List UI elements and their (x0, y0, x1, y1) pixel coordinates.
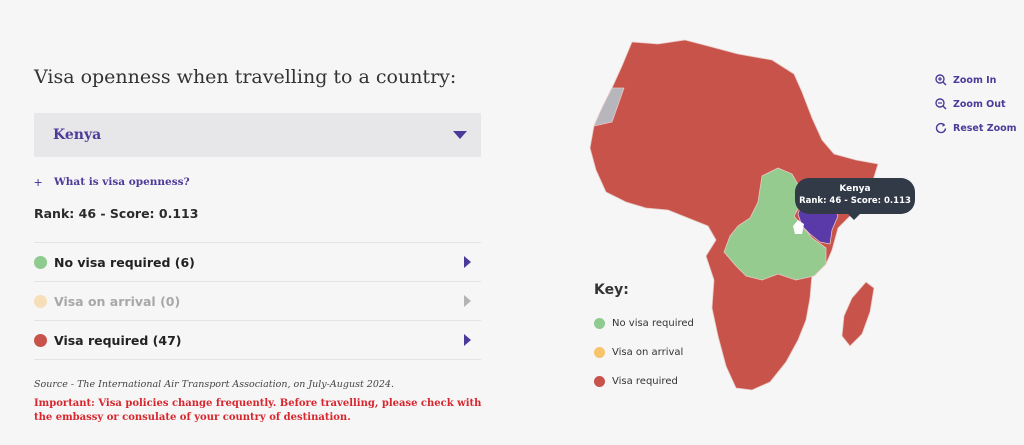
key-title: Key: (594, 282, 629, 298)
key-item-on-arrival: Visa on arrival (594, 338, 694, 367)
africa-map[interactable] (540, 30, 890, 400)
key-item-visa-required: Visa required (594, 367, 694, 396)
reset-zoom-label: Reset Zoom (953, 122, 1017, 134)
key-item-no-visa: No visa required (594, 309, 694, 338)
zoom-out-label: Zoom Out (953, 98, 1006, 110)
red-dot-icon (34, 333, 47, 347)
tooltip-rank: Rank: 46 - Score: 0.113 (799, 196, 911, 206)
refresh-icon (935, 122, 947, 134)
panel-title: Visa openness when travelling to a count… (34, 66, 457, 88)
chevron-right-icon (464, 295, 471, 307)
visa-openness-help-link[interactable]: + What is visa openness? (34, 175, 190, 189)
map-region-visa-required[interactable] (589, 39, 879, 391)
row-no-visa-required[interactable]: No visa required (6) (34, 243, 481, 282)
zoom-in-icon (935, 74, 947, 86)
plus-icon: + (34, 174, 43, 190)
reset-zoom-button[interactable]: Reset Zoom (935, 116, 1017, 140)
important-warning: Important: Visa policies change frequent… (34, 398, 482, 423)
help-link-text: What is visa openness? (54, 176, 190, 188)
row-label: Visa on arrival (0) (54, 293, 181, 309)
green-dot-icon (34, 255, 47, 269)
zoom-in-button[interactable]: Zoom In (935, 68, 1017, 92)
zoom-controls: Zoom In Zoom Out Reset Zoom (935, 68, 1017, 140)
red-dot-icon (594, 376, 605, 387)
zoom-out-icon (935, 98, 947, 110)
map-key: Key: No visa required Visa on arrival Vi… (594, 282, 694, 396)
selected-country: Kenya (53, 127, 102, 143)
rank-score: Rank: 46 - Score: 0.113 (34, 206, 199, 221)
row-visa-required[interactable]: Visa required (47) (34, 321, 481, 360)
visa-category-list: No visa required (6) Visa on arrival (0)… (34, 242, 481, 360)
map-region-western-sahara[interactable] (593, 87, 625, 127)
chevron-right-icon (464, 256, 471, 268)
map-lake (793, 220, 804, 234)
zoom-in-label: Zoom In (953, 74, 997, 86)
row-label: Visa required (47) (54, 332, 182, 348)
row-label: No visa required (6) (54, 254, 195, 270)
green-dot-icon (594, 318, 605, 329)
chevron-right-icon (464, 334, 471, 346)
key-label: Visa on arrival (612, 347, 684, 358)
key-label: No visa required (612, 318, 694, 329)
yellow-dot-icon (34, 294, 47, 308)
caret-down-icon (453, 131, 467, 139)
row-visa-on-arrival[interactable]: Visa on arrival (0) (34, 282, 481, 321)
map-tooltip: Kenya Rank: 46 - Score: 0.113 (795, 178, 915, 220)
source-note: Source - The International Air Transport… (34, 379, 394, 390)
yellow-dot-icon (594, 347, 605, 358)
zoom-out-button[interactable]: Zoom Out (935, 92, 1017, 116)
country-dropdown[interactable]: Kenya (34, 113, 481, 157)
key-label: Visa required (612, 376, 678, 387)
map-region-madagascar[interactable] (841, 281, 875, 347)
tooltip-country: Kenya (839, 184, 871, 194)
